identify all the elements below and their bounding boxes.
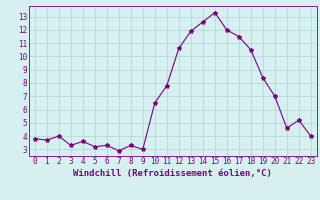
X-axis label: Windchill (Refroidissement éolien,°C): Windchill (Refroidissement éolien,°C) [73,169,272,178]
